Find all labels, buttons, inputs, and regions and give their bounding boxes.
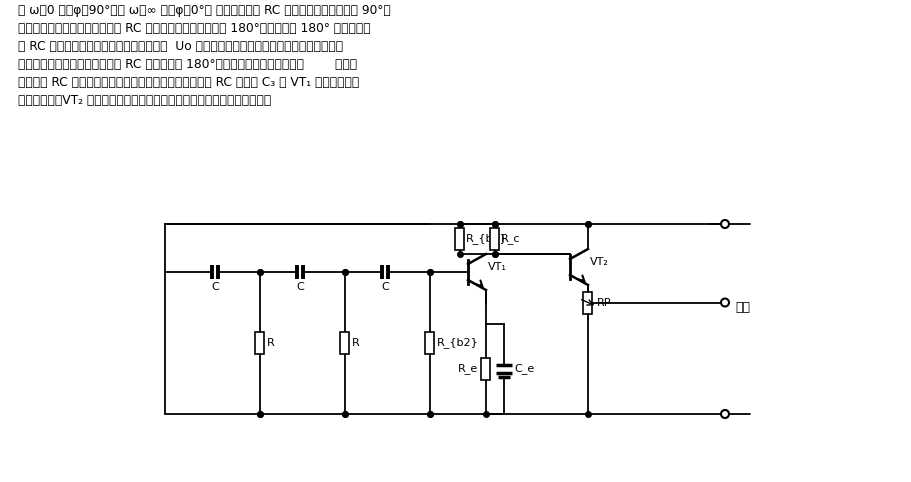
Text: VT₁: VT₁: [487, 262, 507, 272]
Text: VT₂: VT₂: [589, 257, 609, 267]
Bar: [455, 228, 464, 250]
Bar: [490, 228, 499, 250]
Text: R_c: R_c: [500, 234, 520, 244]
Text: 采用三节 RC 超前移相网络组成的振荡电路，它的第三节 RC 网络由 C₃ 和 VT₁ 放大电路的输: 采用三节 RC 超前移相网络组成的振荡电路，它的第三节 RC 网络由 C₃ 和 …: [18, 76, 359, 89]
Circle shape: [721, 410, 728, 418]
Text: C: C: [210, 282, 219, 292]
Text: 入电阻组成。VT₂ 为射极跟随器，它的作用是减少负载对振荡电路的影响。: 入电阻组成。VT₂ 为射极跟随器，它的作用是减少负载对振荡电路的影响。: [18, 94, 271, 107]
Text: R_e: R_e: [457, 363, 478, 375]
Text: R: R: [267, 338, 274, 348]
Circle shape: [721, 298, 728, 307]
Bar: [481, 358, 490, 380]
Text: R_{b1}: R_{b1}: [466, 234, 507, 244]
Bar: [340, 332, 349, 354]
Bar: [425, 332, 434, 354]
Circle shape: [721, 220, 728, 228]
Text: RP: RP: [596, 297, 610, 308]
Text: C_e: C_e: [514, 363, 534, 375]
Text: 相 RC 网络的频率必然很低，此时输出电压  Uo 已接近于零，无法满足振荡的幅度条件。所以: 相 RC 网络的频率必然很低，此时输出电压 Uo 已接近于零，无法满足振荡的幅度…: [18, 40, 343, 53]
Text: 不能满足振荡的相位条件。两节 RC 电路的相移虽然最大可达 180°，但在接近 180° 时，超前移: 不能满足振荡的相位条件。两节 RC 电路的相移虽然最大可达 180°，但在接近 …: [18, 22, 370, 35]
Bar: [255, 332, 264, 354]
Text: 输出: 输出: [734, 301, 749, 314]
Text: C: C: [381, 282, 388, 292]
Text: R_{b2}: R_{b2}: [436, 337, 478, 348]
Text: 在实际的电路中，至少要用三节 RC 电路来移相 180°，才能满足振荡的条件。图        是一个: 在实际的电路中，至少要用三节 RC 电路来移相 180°，才能满足振荡的条件。图…: [18, 58, 357, 71]
Text: C: C: [296, 282, 303, 292]
Text: R: R: [352, 338, 359, 348]
Bar: [583, 292, 592, 313]
Text: 当 ω＝0 时，φ＝90°；当 ω＝∞ 时，φ＝0°。 由此可见一节 RC 电路的最大相移不超过 90°，: 当 ω＝0 时，φ＝90°；当 ω＝∞ 时，φ＝0°。 由此可见一节 RC 电路…: [18, 4, 390, 17]
